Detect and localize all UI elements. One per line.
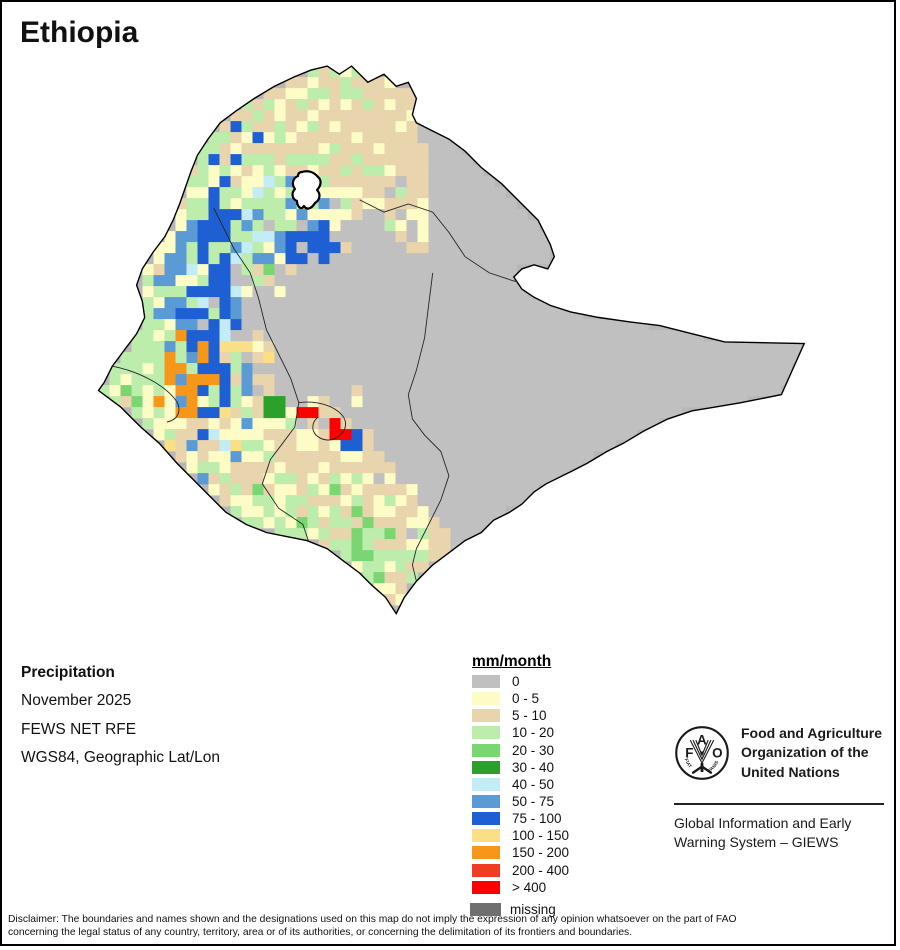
svg-text:A: A	[697, 733, 707, 748]
svg-text:O: O	[712, 745, 722, 760]
svg-text:F: F	[685, 745, 693, 760]
svg-text:PANIS: PANIS	[707, 760, 719, 773]
